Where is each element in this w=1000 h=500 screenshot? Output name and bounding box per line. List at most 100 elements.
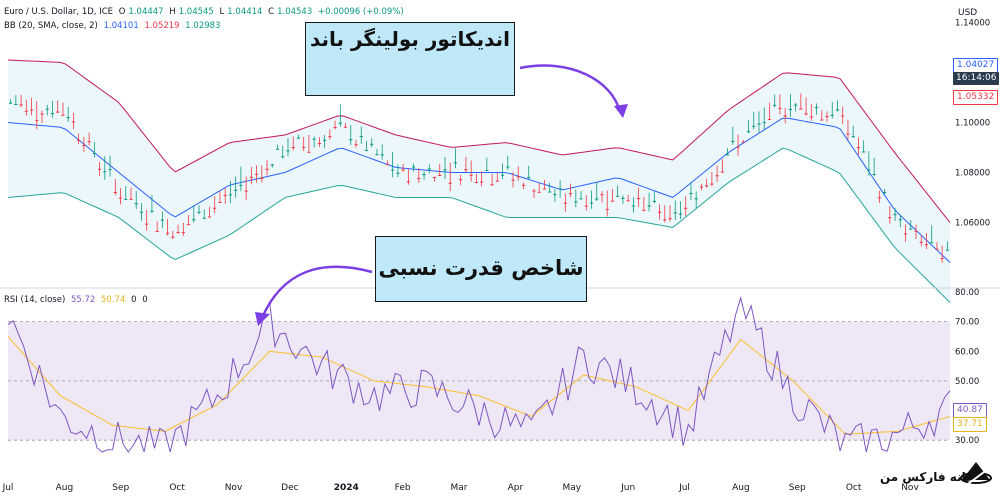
axes: 1.060001.080001.100001.120001.1400030.00…: [2, 19, 991, 494]
time-axis-label: Sep: [789, 483, 806, 493]
candle-body: [186, 224, 191, 226]
candle-body: [516, 176, 520, 178]
candle-body: [281, 156, 285, 158]
candle-body: [166, 232, 170, 234]
candle-body: [260, 177, 264, 179]
close-value: 1.04543: [277, 7, 313, 17]
candle-body: [830, 114, 834, 116]
candle-body: [841, 115, 845, 117]
candle-body: [448, 182, 452, 184]
price-pane: [7, 59, 951, 303]
rsi-pane: [7, 296, 951, 453]
candle-body: [626, 200, 630, 202]
candle-body: [736, 146, 740, 148]
candle-body: [254, 173, 259, 175]
candle-body: [804, 113, 808, 115]
rsi-value: 55.72: [70, 295, 96, 305]
candle-body: [307, 151, 311, 153]
candle-body: [192, 219, 196, 221]
brand-logo-icon: [958, 456, 994, 492]
candle-body: [631, 205, 635, 207]
candle-body: [788, 108, 792, 110]
candle-body: [799, 108, 803, 110]
time-axis-label: Oct: [846, 483, 862, 493]
candle-body: [710, 183, 714, 185]
candle-body: [725, 154, 730, 156]
rsi-line: [7, 296, 951, 453]
candle-body: [411, 166, 416, 168]
candle-body: [474, 181, 478, 183]
low-label: L: [219, 7, 225, 17]
change-value: +0.00096 (+0.09%): [317, 7, 404, 17]
candle-body: [432, 177, 437, 179]
candle-body: [139, 211, 144, 213]
candle-body: [579, 198, 583, 200]
rsi-ma-value: 50.74: [101, 295, 126, 305]
currency-label[interactable]: USD: [958, 8, 978, 18]
candle-body: [903, 233, 908, 235]
candle-body: [45, 108, 49, 110]
rsi-extra-1: 0: [131, 295, 137, 305]
candle-body: [652, 200, 656, 202]
candle-body: [124, 198, 128, 200]
candle-body: [323, 139, 327, 141]
candle-body: [275, 148, 280, 150]
rsi-callout: شاخص قدرت نسبی: [375, 236, 587, 302]
candle-body: [814, 107, 819, 109]
candle-body: [469, 174, 473, 176]
candle-body: [443, 169, 447, 171]
candle-body: [134, 203, 138, 205]
bb-basis-value: 1.04101: [103, 21, 139, 31]
candle-body: [150, 210, 154, 212]
open-value: 1.04447: [128, 7, 164, 17]
candle-body: [940, 258, 944, 260]
candle-body: [924, 244, 929, 246]
candle-body: [888, 217, 892, 219]
rsi-label[interactable]: RSI (14, close): [4, 295, 66, 305]
candle-body: [207, 216, 212, 218]
candle-body: [490, 184, 494, 186]
bollinger-callout: اندیکاتور بولینگر باند: [305, 22, 515, 96]
candle-body: [234, 189, 238, 191]
candle-body: [61, 114, 65, 116]
time-axis-label: Mar: [451, 483, 468, 493]
time-axis-label: Apr: [508, 483, 524, 493]
candle-body: [767, 118, 772, 120]
candle-body: [171, 236, 175, 238]
candle-body: [882, 192, 887, 194]
candle-body: [616, 195, 620, 197]
candle-body: [375, 154, 379, 156]
candle-body: [872, 174, 876, 176]
candle-body: [202, 217, 206, 219]
candle-body: [809, 116, 813, 118]
time-axis-label: Jun: [620, 483, 635, 493]
candle-body: [343, 126, 348, 128]
time-axis-label: Jul: [2, 483, 14, 493]
candle-body: [720, 171, 724, 173]
rsi-axis-label: 70.00: [955, 318, 979, 328]
bb-label[interactable]: BB (20, SMA, close, 2): [4, 21, 98, 31]
candle-body: [24, 110, 28, 112]
symbol-name[interactable]: Euro / U.S. Dollar, 1D, ICE: [4, 7, 114, 17]
candle-body: [66, 117, 70, 119]
candle-body: [239, 184, 243, 186]
candle-body: [129, 198, 133, 200]
candle-body: [825, 115, 829, 117]
candle-body: [699, 186, 704, 188]
candle-body: [673, 212, 677, 214]
candle-body: [621, 197, 625, 199]
basis-price-tag: 1.04027: [953, 58, 999, 73]
candle-body: [773, 104, 777, 106]
candle-body: [422, 174, 426, 176]
rsi-ma-tag: 37.71: [953, 417, 987, 432]
candle-body: [485, 170, 489, 172]
candle-body: [14, 104, 18, 106]
candle-body: [741, 141, 745, 143]
candle-body: [919, 241, 923, 243]
candle-body: [113, 192, 117, 194]
candle-body: [584, 205, 588, 207]
candle-body: [417, 178, 421, 180]
candle-body: [453, 162, 458, 164]
candle-body: [642, 209, 646, 211]
candle-body: [778, 107, 782, 109]
